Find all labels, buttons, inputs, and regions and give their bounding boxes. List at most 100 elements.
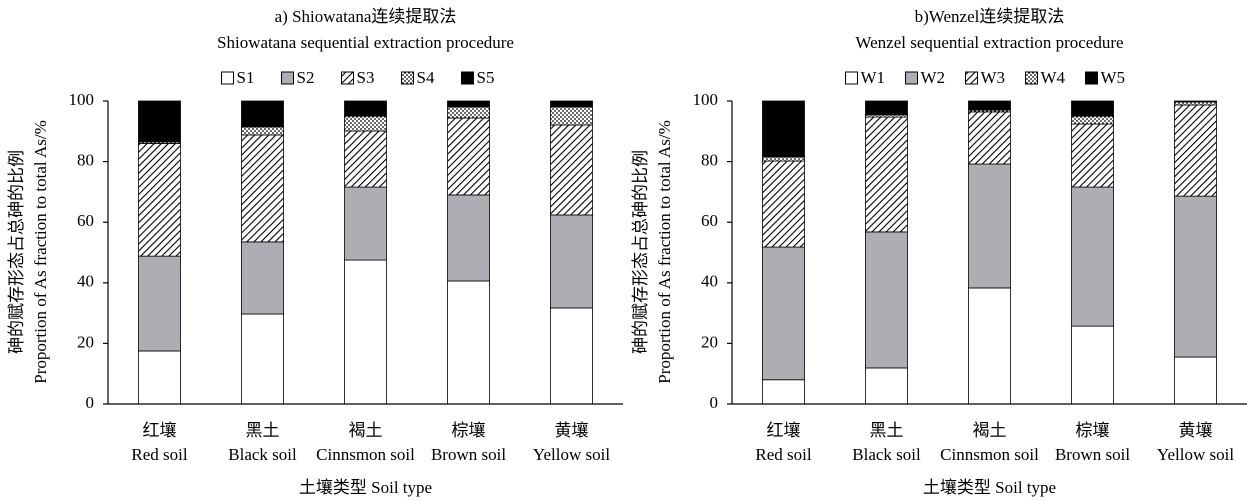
legend-label: S1: [237, 68, 255, 87]
x-tick-label: Brown soil: [1055, 445, 1130, 464]
y-tick-label: 0: [710, 393, 719, 412]
bar-segment: [968, 111, 1011, 165]
bar-segment: [1174, 356, 1217, 405]
chart-title: a) Shiowatana连续提取法: [275, 7, 457, 26]
x-tick-label: Red soil: [131, 445, 187, 464]
bar-segment: [865, 231, 908, 369]
x-tick-label: 棕壤: [1076, 420, 1110, 440]
x-tick-label: 褐土: [349, 421, 383, 440]
chart-subtitle: Wenzel sequential extraction procedure: [855, 33, 1123, 52]
x-tick-label: 黑土: [246, 421, 280, 440]
legend-label: W2: [921, 68, 946, 87]
x-tick-label: 黑土: [870, 421, 904, 440]
y-tick-label: 80: [77, 151, 94, 170]
bar-segment: [550, 100, 593, 108]
y-tick-label: 100: [69, 90, 95, 109]
y-tick-label: 60: [701, 211, 718, 230]
bar-segment: [1174, 100, 1217, 103]
x-tick-label: Cinnsmon soil: [316, 445, 415, 464]
legend-label: S3: [357, 68, 375, 87]
y-axis-label: Proportion of As fraction to total As/%: [31, 120, 50, 383]
legend-swatch: [1085, 71, 1098, 85]
bar-segment: [550, 106, 593, 126]
bar-segment: [762, 100, 805, 158]
bar-segment: [762, 156, 805, 162]
bar-segment: [138, 255, 181, 352]
y-axis-label: Proportion of As fraction to total As/%: [655, 120, 674, 383]
x-tick-label: 黄壤: [555, 420, 589, 440]
legend-label: W5: [1101, 68, 1126, 87]
legend-swatch: [845, 71, 858, 85]
x-tick-label: Black soil: [228, 445, 297, 464]
y-tick-label: 0: [86, 393, 95, 412]
legend-swatch: [401, 71, 414, 85]
x-tick-label: Brown soil: [431, 445, 506, 464]
bar-segment: [344, 130, 387, 188]
x-axis-label: 土壤类型 Soil type: [923, 477, 1056, 497]
x-tick-label: 红壤: [143, 420, 177, 440]
bar-segment: [550, 124, 593, 216]
legend-swatch: [965, 71, 978, 85]
bar-segment: [447, 106, 490, 119]
bar-segment: [138, 143, 181, 257]
legend-label: W1: [861, 68, 886, 87]
bar-segment: [344, 115, 387, 132]
bar-segment: [241, 126, 284, 136]
bar-segment: [447, 117, 490, 196]
bar-segment: [138, 100, 181, 143]
bar-segment: [1071, 100, 1114, 117]
bar-segment: [762, 379, 805, 405]
bar-segment: [865, 116, 908, 233]
y-axis-label: 砷的赋存形态占总砷的比例: [631, 150, 650, 354]
bar-segment: [550, 307, 593, 405]
bar-segment: [762, 160, 805, 248]
y-tick-label: 60: [77, 211, 94, 230]
y-tick-label: 100: [693, 90, 719, 109]
bar-segment: [865, 100, 908, 116]
x-tick-label: Yellow soil: [1157, 445, 1234, 464]
bar-segment: [1071, 186, 1114, 327]
legend-label: S2: [297, 68, 315, 87]
bar-segment: [241, 241, 284, 315]
x-axis-label: 土壤类型 Soil type: [299, 477, 432, 497]
legend-label: S5: [477, 68, 495, 87]
bar-segment: [1071, 325, 1114, 405]
x-tick-label: Black soil: [852, 445, 921, 464]
x-tick-label: Yellow soil: [533, 445, 610, 464]
bar-segment: [241, 313, 284, 405]
y-axis-label: 砷的赋存形态占总砷的比例: [7, 150, 26, 354]
chart-title: b)Wenzel连续提取法: [915, 7, 1065, 26]
y-tick-label: 40: [701, 272, 718, 291]
bar-segment: [138, 350, 181, 405]
bar-segment: [968, 163, 1011, 289]
bar-segment: [241, 134, 284, 243]
y-tick-label: 20: [701, 332, 718, 351]
legend-swatch: [905, 71, 918, 85]
x-tick-label: 褐土: [973, 421, 1007, 440]
y-tick-label: 40: [77, 272, 94, 291]
x-tick-label: Red soil: [755, 445, 811, 464]
legend-swatch: [281, 71, 294, 85]
bar-segment: [447, 280, 490, 405]
bar-segment: [550, 214, 593, 309]
bar-segment: [762, 246, 805, 381]
x-tick-label: 黄壤: [1179, 420, 1213, 440]
bar-segment: [447, 194, 490, 282]
legend-swatch: [461, 71, 474, 85]
bar-segment: [865, 367, 908, 405]
bar-segment: [1174, 195, 1217, 358]
legend-label: S4: [417, 68, 435, 87]
legend-label: W3: [981, 68, 1006, 87]
x-tick-label: 棕壤: [452, 420, 486, 440]
y-tick-label: 80: [701, 151, 718, 170]
x-tick-label: 红壤: [767, 420, 801, 440]
x-tick-label: Cinnsmon soil: [940, 445, 1039, 464]
bar-segment: [344, 259, 387, 405]
legend-swatch: [341, 71, 354, 85]
legend-swatch: [1025, 71, 1038, 85]
y-tick-label: 20: [77, 332, 94, 351]
chart-subtitle: Shiowatana sequential extraction procedu…: [217, 33, 514, 52]
bar-segment: [447, 100, 490, 108]
bar-segment: [968, 100, 1011, 111]
